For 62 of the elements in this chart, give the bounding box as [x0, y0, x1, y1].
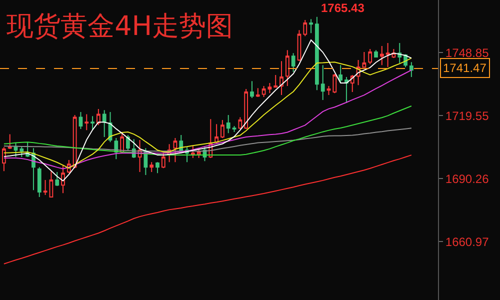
candlestick — [126, 134, 130, 151]
candlestick — [380, 46, 384, 66]
candlestick — [338, 64, 343, 84]
candlestick — [156, 162, 160, 174]
y-tick-label: 1660.97 — [445, 234, 490, 249]
line-series — [3, 40, 412, 182]
candlestick — [196, 148, 201, 159]
candlestick — [173, 138, 178, 163]
candlestick — [320, 64, 325, 100]
candlestick — [150, 162, 154, 173]
candlestick — [362, 52, 366, 68]
candlestick — [161, 152, 166, 169]
candlestick — [55, 172, 60, 187]
candlestick — [374, 50, 378, 58]
candlestick — [78, 112, 83, 130]
candlestick — [120, 132, 124, 153]
candlestick — [43, 180, 48, 196]
candlestick — [256, 88, 260, 98]
candlestick — [268, 82, 272, 94]
candlestick — [90, 116, 94, 131]
candlestick — [226, 114, 230, 134]
y-tick-label: 1748.85 — [445, 46, 490, 60]
candlestick — [84, 114, 89, 131]
candlestick — [214, 124, 218, 143]
candlestick — [61, 164, 65, 194]
line-series — [3, 128, 412, 152]
ref-line-label: 1741.47 — [443, 61, 487, 75]
candlestick — [274, 74, 278, 88]
candlestick — [49, 170, 54, 198]
candlestick — [309, 18, 313, 34]
candlestick — [344, 76, 348, 104]
line-series — [3, 106, 412, 156]
candlestick — [368, 48, 372, 65]
y-tick-label: 1690.26 — [445, 172, 490, 186]
line-series — [3, 154, 412, 264]
candlestick — [326, 86, 331, 96]
y-tick-label: 1719.55 — [445, 108, 490, 123]
candlestick — [96, 108, 100, 126]
candlestick — [303, 20, 308, 37]
candlestick — [244, 88, 248, 130]
candlestick — [332, 73, 337, 94]
candlestick — [8, 134, 12, 150]
candlestick — [386, 42, 390, 68]
candlestick — [238, 116, 242, 130]
candlestick — [14, 142, 18, 158]
candlestick — [297, 30, 302, 62]
candlestick — [262, 86, 266, 98]
candlestick — [409, 62, 414, 78]
candlestick — [20, 146, 24, 158]
candlestick — [314, 16, 319, 91]
candlestick — [220, 120, 224, 139]
chart-title: 现货黄金4H走势图 — [6, 10, 234, 42]
annotation: 1765.43 — [321, 1, 365, 15]
candlestick — [232, 126, 236, 133]
candlestick — [250, 80, 254, 99]
candlestick — [398, 42, 402, 64]
candlestick — [72, 114, 77, 168]
candlestick — [37, 166, 42, 198]
candlestick — [102, 110, 106, 138]
candlestick — [280, 60, 284, 96]
candlestick — [291, 52, 296, 73]
candlestick — [285, 50, 290, 87]
